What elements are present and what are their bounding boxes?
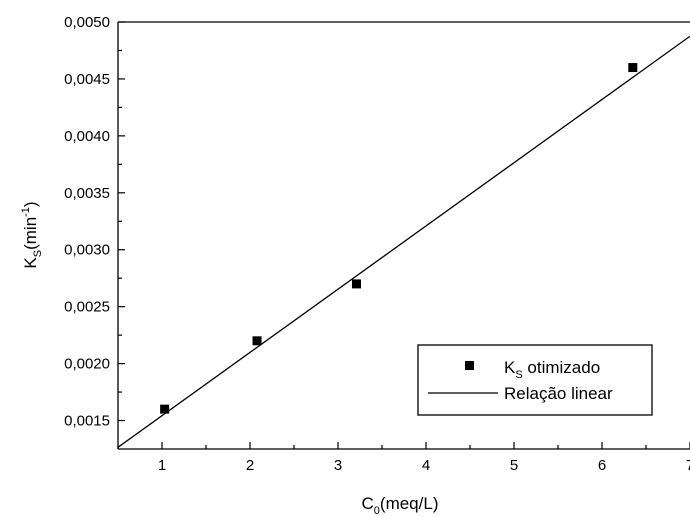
y-tick-label: 0,0050 <box>64 14 110 31</box>
x-tick-label: 5 <box>510 457 518 474</box>
y-axis-title-main: K <box>21 257 40 269</box>
data-point <box>160 404 170 414</box>
x-tick-label: 1 <box>158 457 166 474</box>
y-axis-title-sub: S <box>32 250 44 257</box>
series-layer <box>117 35 690 448</box>
y-axis-ticks: 0,0015 0,0020 0,0025 0,0030 0,0035 0,0040 0,00… <box>64 14 125 430</box>
y-axis-title-mid: (min <box>21 217 40 250</box>
x-tick-label: 2 <box>246 457 254 474</box>
y-tick-label: 0,0035 <box>64 185 110 202</box>
legend-marker-scatter <box>465 361 474 370</box>
x-axis-title-rest: (meq/L) <box>380 494 439 513</box>
y-axis-title-group: KS(min-1) <box>20 201 44 268</box>
legend-label-line: Relação linear <box>504 384 613 403</box>
data-point <box>628 63 638 73</box>
legend-label-scatter-rest: otimizado <box>523 358 600 377</box>
plot-area: 1234567 0,00150,00200,00250,00300,00350,… <box>64 14 690 474</box>
legend-label-scatter-sub: S <box>515 369 522 381</box>
y-tick-label: 0,0030 <box>64 242 110 259</box>
legend-label-scatter-main: K <box>504 358 516 377</box>
x-axis-title: C0(meq/L) <box>362 494 439 517</box>
data-point <box>351 279 361 289</box>
x-tick-label: 3 <box>334 457 342 474</box>
y-axis-title-end: ) <box>21 201 40 207</box>
y-tick-label: 0,0015 <box>64 413 110 430</box>
data-point <box>252 336 262 346</box>
legend-label-scatter: KS otimizado <box>504 358 600 381</box>
x-tick-label: 7 <box>686 457 690 474</box>
y-tick-label: 0,0040 <box>64 128 110 145</box>
x-axis-title-sub: 0 <box>374 505 380 517</box>
y-tick-label: 0,0020 <box>64 356 110 373</box>
y-axis-title-sup: -1 <box>20 207 32 217</box>
y-axis-title: KS(min-1) <box>20 201 44 268</box>
y-tick-label: 0,0045 <box>64 71 110 88</box>
x-tick-label: 4 <box>422 457 430 474</box>
x-axis-ticks: 1 2 3 4 5 6 7 <box>117 442 690 474</box>
x-axis-title-main: C <box>362 494 374 513</box>
x-tick-label: 6 <box>598 457 606 474</box>
legend-box <box>417 344 653 416</box>
legend: KS otimizado Relação linear <box>417 344 653 416</box>
fit-line <box>117 35 690 448</box>
y-tick-label: 0,0025 <box>64 299 110 316</box>
